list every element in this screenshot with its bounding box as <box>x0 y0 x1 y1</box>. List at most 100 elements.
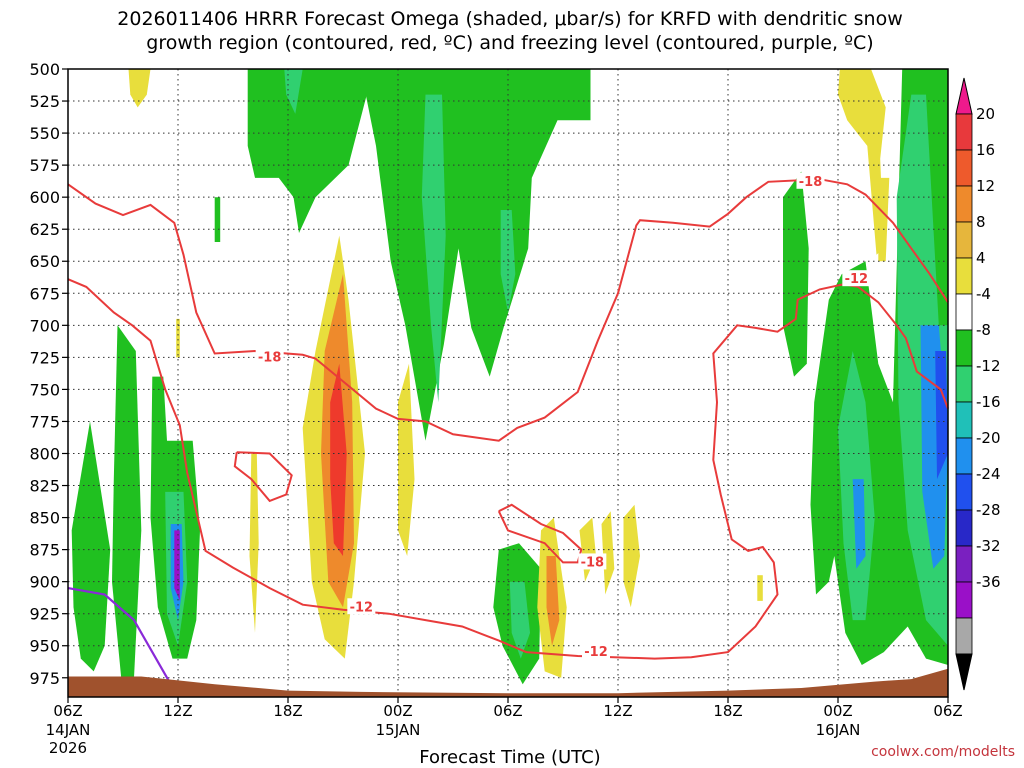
colorbar-swatch-10 <box>955 437 973 475</box>
dgz-inline-label-2: -12 <box>845 272 869 287</box>
colorbar-swatch-8 <box>955 365 973 403</box>
x-tick-label-30: 12Z <box>603 702 632 720</box>
x-tick-label-12: 18Z <box>273 702 302 720</box>
chart-title-line2: growth region (contoured, red, ºC) and f… <box>146 32 873 54</box>
omega-region-pos-y-6 <box>623 504 640 608</box>
colorbar-label-7: -12 <box>976 357 1001 375</box>
freezing-level-contours <box>67 587 172 685</box>
y-tick-label-600: 600 <box>29 188 60 207</box>
x-tick-date-42: 16JAN <box>816 721 861 739</box>
y-tick-label-825: 825 <box>29 477 60 496</box>
omega-region-right-blue-mid <box>852 479 866 569</box>
omega-region-right-navy-3 <box>935 351 948 480</box>
x-tick-label-48: 06Z <box>933 702 962 720</box>
colorbar-label-10: -24 <box>976 465 1001 483</box>
omega-region-pos-y-1 <box>249 453 259 633</box>
omega-region-pos-yellow-top2 <box>176 318 180 358</box>
omega-region-pos-yellow-rt <box>838 69 886 255</box>
colorbar-label-11: -28 <box>976 501 1001 519</box>
colorbar-swatch-5 <box>955 257 973 295</box>
dgz-label-bg-3 <box>582 643 610 660</box>
omega-region-upper-green-2 <box>352 69 591 441</box>
omega-region-pos-red-mid <box>330 363 347 556</box>
y-tick-label-850: 850 <box>29 509 60 528</box>
colorbar-label-2: 12 <box>976 177 995 195</box>
omega-region-pos-y-5 <box>601 511 615 595</box>
dgz-label-bg-0 <box>796 172 825 189</box>
omega-region-left-green-2 <box>112 325 142 678</box>
dgz-inline-bg-2 <box>842 270 871 287</box>
x-tick-year-0: 2026 <box>49 739 87 757</box>
colorbar-label-3: 8 <box>976 213 986 231</box>
y-tick-label-525: 525 <box>29 92 60 111</box>
colorbar-swatch-7 <box>955 329 973 367</box>
terrain-profile <box>68 668 948 697</box>
x-tick-date-18: 15JAN <box>376 721 421 739</box>
colorbar-top-arrow <box>955 77 973 115</box>
colorbar-label-13: -36 <box>976 573 1001 591</box>
colorbar-swatch-4 <box>955 221 973 259</box>
omega-region-upper-green-1 <box>247 69 367 233</box>
colorbar: 20 16 12 8 4 -4 -8 -12 -16 -20 -24 -28 -32 -36 <box>955 77 1001 691</box>
colorbar-swatch-15 <box>955 617 973 655</box>
dendritic-growth-contours: -18 -18 -12 -18 -12 -12 <box>67 172 949 660</box>
y-tick-label-975: 975 <box>29 669 60 688</box>
dgz-inline-bg-1 <box>347 598 376 615</box>
y-tick-label-675: 675 <box>29 284 60 303</box>
y-tick-label-550: 550 <box>29 124 60 143</box>
x-tick-label-18: 00Z <box>383 702 412 720</box>
y-tick-label-900: 900 <box>29 573 60 592</box>
colorbar-swatch-2 <box>955 149 973 187</box>
omega-region-pos-o-3 <box>546 556 560 646</box>
freezing-level-line <box>67 587 172 685</box>
y-tick-label-950: 950 <box>29 637 60 656</box>
dgz-label-bg-2 <box>578 553 607 570</box>
omega-region-left-purple-3 <box>174 530 180 601</box>
y-tick-label-750: 750 <box>29 380 60 399</box>
dgz-label-3: -12 <box>584 645 608 660</box>
y-tick-label-575: 575 <box>29 156 60 175</box>
colorbar-label-9: -20 <box>976 429 1001 447</box>
grid-lines <box>68 68 948 697</box>
colorbar-swatch-6 <box>955 293 973 331</box>
colorbar-swatch-3 <box>955 185 973 223</box>
colorbar-swatch-9 <box>955 401 973 439</box>
x-tick-label-6: 12Z <box>163 702 192 720</box>
colorbar-bottom-arrow <box>955 653 973 691</box>
credit-text: coolwx.com/modelts <box>871 744 1015 760</box>
dgz-inline-bg-0 <box>255 348 284 365</box>
omega-region-pos-yellow-top <box>128 69 151 108</box>
omega-region-pos-yellow-rt2 <box>878 177 890 262</box>
colorbar-label-5: -4 <box>976 285 991 303</box>
dgz-label-0: -18 <box>799 175 823 190</box>
colorbar-swatch-11 <box>955 473 973 511</box>
y-tick-label-725: 725 <box>29 348 60 367</box>
dgz-contour-0 <box>67 178 949 442</box>
terrain-fill <box>68 668 948 697</box>
y-tick-label-875: 875 <box>29 541 60 560</box>
y-tick-label-650: 650 <box>29 252 60 271</box>
dgz-label-2: -18 <box>581 555 605 570</box>
x-tick-label-0: 06Z <box>53 702 82 720</box>
omega-region-left-green-1 <box>71 421 111 672</box>
omega-region-upper-teal-2 <box>421 94 446 403</box>
y-tick-label-925: 925 <box>29 605 60 624</box>
omega-shaded-regions <box>71 69 948 685</box>
y-tick-label-800: 800 <box>29 444 60 463</box>
colorbar-swatch-12 <box>955 509 973 547</box>
omega-region-mid-teal-06z <box>509 581 530 659</box>
dgz-inline-label-1: -12 <box>350 600 374 615</box>
colorbar-label-4: 4 <box>976 249 986 267</box>
dgz-contour-3 <box>67 278 949 660</box>
plot-area: -18 -18 -12 -18 -12 -12 <box>67 68 949 698</box>
x-tick-label-36: 18Z <box>713 702 742 720</box>
dgz-inline-label-0: -18 <box>258 350 282 365</box>
colorbar-label-8: -16 <box>976 393 1001 411</box>
x-tick-date-0: 14JAN <box>46 721 91 739</box>
y-axis-pressure: 500 525 550 575 600 625 650 675 700 725 750 775 800 8… <box>29 60 68 688</box>
omega-region-small-green-a <box>214 197 221 242</box>
omega-region-pos-y-7 <box>757 575 763 601</box>
omega-region-upper-blue-1 <box>284 69 303 114</box>
